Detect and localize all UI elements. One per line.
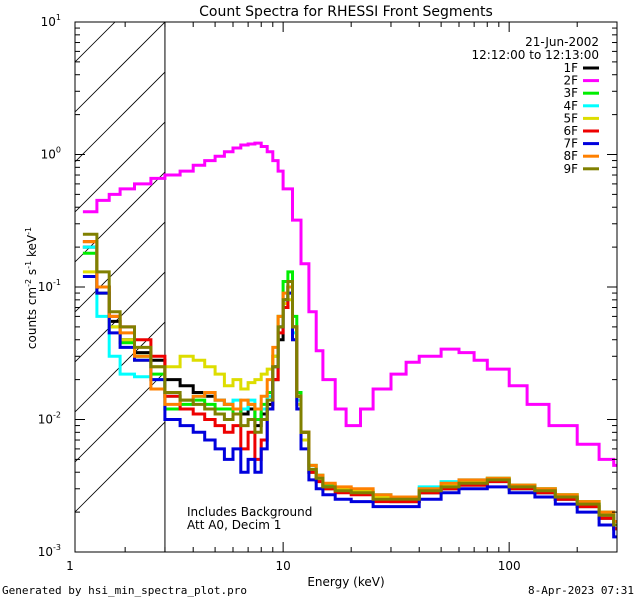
y-tick-label: 10-2 [38,411,61,427]
x-tick-label-edge: 1 [66,559,74,573]
hatch-line [75,22,116,63]
hatch-line [75,0,165,12]
legend-label-9f: 9F [563,162,578,176]
y-tick-label: 100 [41,146,61,162]
y-axis-label-part-3: keV [25,234,39,261]
y-tick-label: 10-1 [38,278,61,294]
date-label: 21-Jun-2002 [525,35,599,49]
hatched-region [75,0,165,513]
x-axis-label: Energy (keV) [307,575,384,589]
y-axis-label-exp-3: -1 [24,227,33,235]
series-line-8f [82,240,617,523]
series-line-4f [82,245,617,527]
x-tick-label: 100 [498,559,521,573]
series-line-2f [82,141,617,467]
legend-label-8f: 8F [563,149,578,163]
y-axis-label-exp-1: -2 [24,279,33,287]
footer-generated-by: Generated by hsi_min_spectra_plot.pro [2,584,248,597]
y-axis-label: counts cm-2 s-1 keV-1 [24,227,39,349]
series-line-7f [82,275,617,539]
chart-title: Count Spectra for RHESSI Front Segments [199,4,493,20]
legend-label-4f: 4F [563,99,578,113]
y-axis-label-exp-2: -1 [24,261,33,269]
annotation-background: Includes Background [187,505,312,519]
hatch-line [75,221,165,313]
hatch-line [75,421,165,513]
legend-label-3f: 3F [563,86,578,100]
hatch-line [75,22,165,113]
legend-label-6f: 6F [563,124,578,138]
legend-label-2f: 2F [563,74,578,88]
hatch-line [75,71,165,163]
time-range-label: 12:12:00 to 12:13:00 [472,48,599,62]
legend-label-7f: 7F [563,137,578,151]
series-line-3f [82,251,617,523]
footer-timestamp: 8-Apr-2023 07:31 [528,584,634,597]
annotation-attenuator: Att A0, Decim 1 [187,518,281,532]
legend-label-5f: 5F [563,111,578,125]
hatch-line [75,121,165,213]
y-tick-label: 101 [41,13,61,29]
series-line-9f [82,232,617,527]
plot-frame [74,21,618,553]
x-tick-label: 10 [275,559,290,573]
y-tick-label: 10-3 [38,543,61,559]
y-axis-label-part-1: counts cm [25,287,39,349]
y-axis-label-part-2: s [25,269,39,279]
legend-label-1f: 1F [563,61,578,75]
